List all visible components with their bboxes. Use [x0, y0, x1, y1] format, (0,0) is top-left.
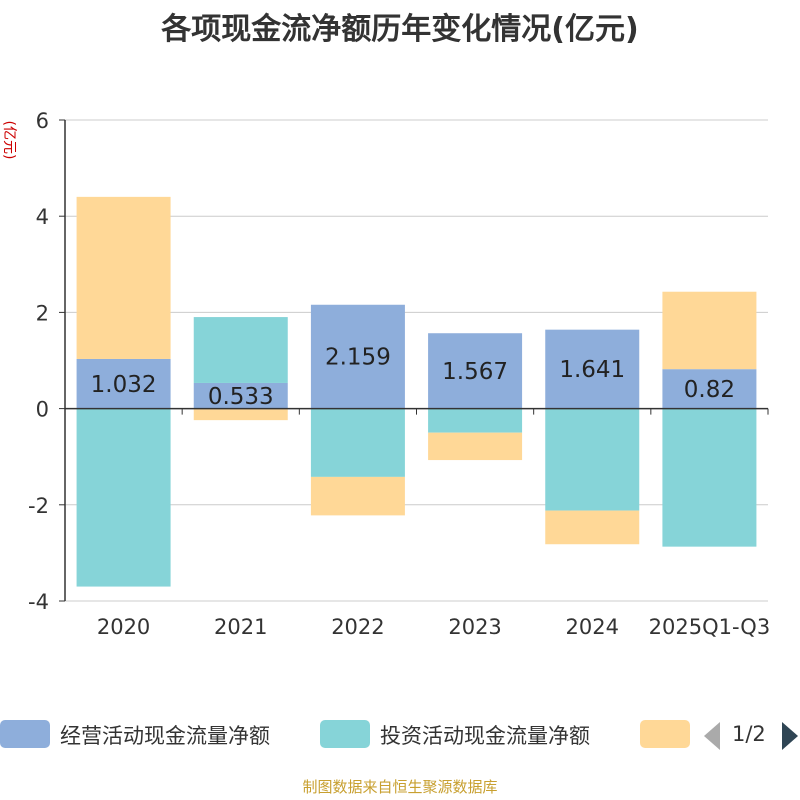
- y-tick-label-0: 0: [36, 398, 49, 422]
- stacked-bar-chart: -4 -2 0 2 4 6 1.032 2020 0.533 2021 2.159 2022 1.567…: [28, 109, 771, 639]
- bar-s0-2020: [76, 358, 171, 409]
- legend-label-investing: 投资活动现金流量净额: [380, 724, 590, 748]
- bar-s0-2021: [193, 382, 288, 409]
- data-label-2021: 0.533: [208, 384, 274, 410]
- legend-swatch-investing: [320, 720, 370, 748]
- y-tick-label-6: 6: [36, 109, 49, 133]
- y-tick-label-4: 4: [36, 205, 49, 229]
- legend-swatch-operating: [0, 720, 50, 748]
- bar-s2-2025Q1-Q3: [662, 291, 757, 370]
- data-label-2024: 1.641: [559, 357, 625, 383]
- data-label-2023: 1.567: [442, 359, 508, 385]
- bar-s1-2021: [193, 317, 288, 383]
- y-tick-label--2: -2: [28, 494, 49, 518]
- chart-title: 各项现金流净额历年变化情况(亿元): [161, 12, 639, 47]
- legend: 经营活动现金流量净额 投资活动现金流量净额 1/2: [0, 712, 800, 756]
- bar-s1-2020: [76, 408, 171, 587]
- bar-s2-2024: [545, 510, 640, 545]
- legend-prev-page-icon[interactable]: [704, 722, 720, 750]
- bar-s0-2025Q1-Q3: [662, 369, 757, 409]
- data-label-2020: 1.032: [91, 372, 157, 398]
- bar-s0-2023: [428, 333, 523, 409]
- bar-s2-2020: [76, 196, 171, 359]
- bar-s2-2023: [428, 432, 523, 461]
- legend-item-operating[interactable]: 经营活动现金流量净额: [0, 718, 310, 748]
- x-tick-label-2024: 2024: [566, 615, 619, 639]
- legend-item-investing[interactable]: 投资活动现金流量净额: [320, 718, 630, 748]
- x-tick-label-2021: 2021: [214, 615, 267, 639]
- legend-item-financing[interactable]: [640, 718, 692, 748]
- x-tick-label-2023: 2023: [448, 615, 501, 639]
- bar-s2-2022: [310, 476, 405, 516]
- bar-s0-2024: [545, 329, 640, 409]
- legend-swatch-financing: [640, 720, 690, 748]
- legend-page-indicator: 1/2: [732, 722, 766, 746]
- legend-pager: 1/2: [700, 718, 800, 752]
- legend-label-operating: 经营活动现金流量净额: [60, 724, 270, 748]
- x-tick-label-2022: 2022: [331, 615, 384, 639]
- data-label-2025Q1-Q3: 0.82: [684, 377, 735, 403]
- bar-s1-2023: [428, 408, 523, 433]
- bar-s1-2022: [310, 408, 405, 477]
- y-tick-label-2: 2: [36, 301, 49, 325]
- y-tick-label--4: -4: [28, 590, 49, 614]
- legend-next-page-icon[interactable]: [782, 722, 798, 750]
- source-footer: 制图数据来自恒生聚源数据库: [302, 778, 498, 796]
- x-tick-label-2020: 2020: [97, 615, 150, 639]
- bar-s0-2022: [310, 304, 405, 409]
- bar-s2-2021: [193, 408, 288, 421]
- x-tick-label-2025Q1-Q3: 2025Q1-Q3: [649, 615, 771, 639]
- data-label-2022: 2.159: [325, 345, 391, 371]
- bar-s1-2025Q1-Q3: [662, 408, 757, 547]
- bar-s1-2024: [545, 408, 640, 511]
